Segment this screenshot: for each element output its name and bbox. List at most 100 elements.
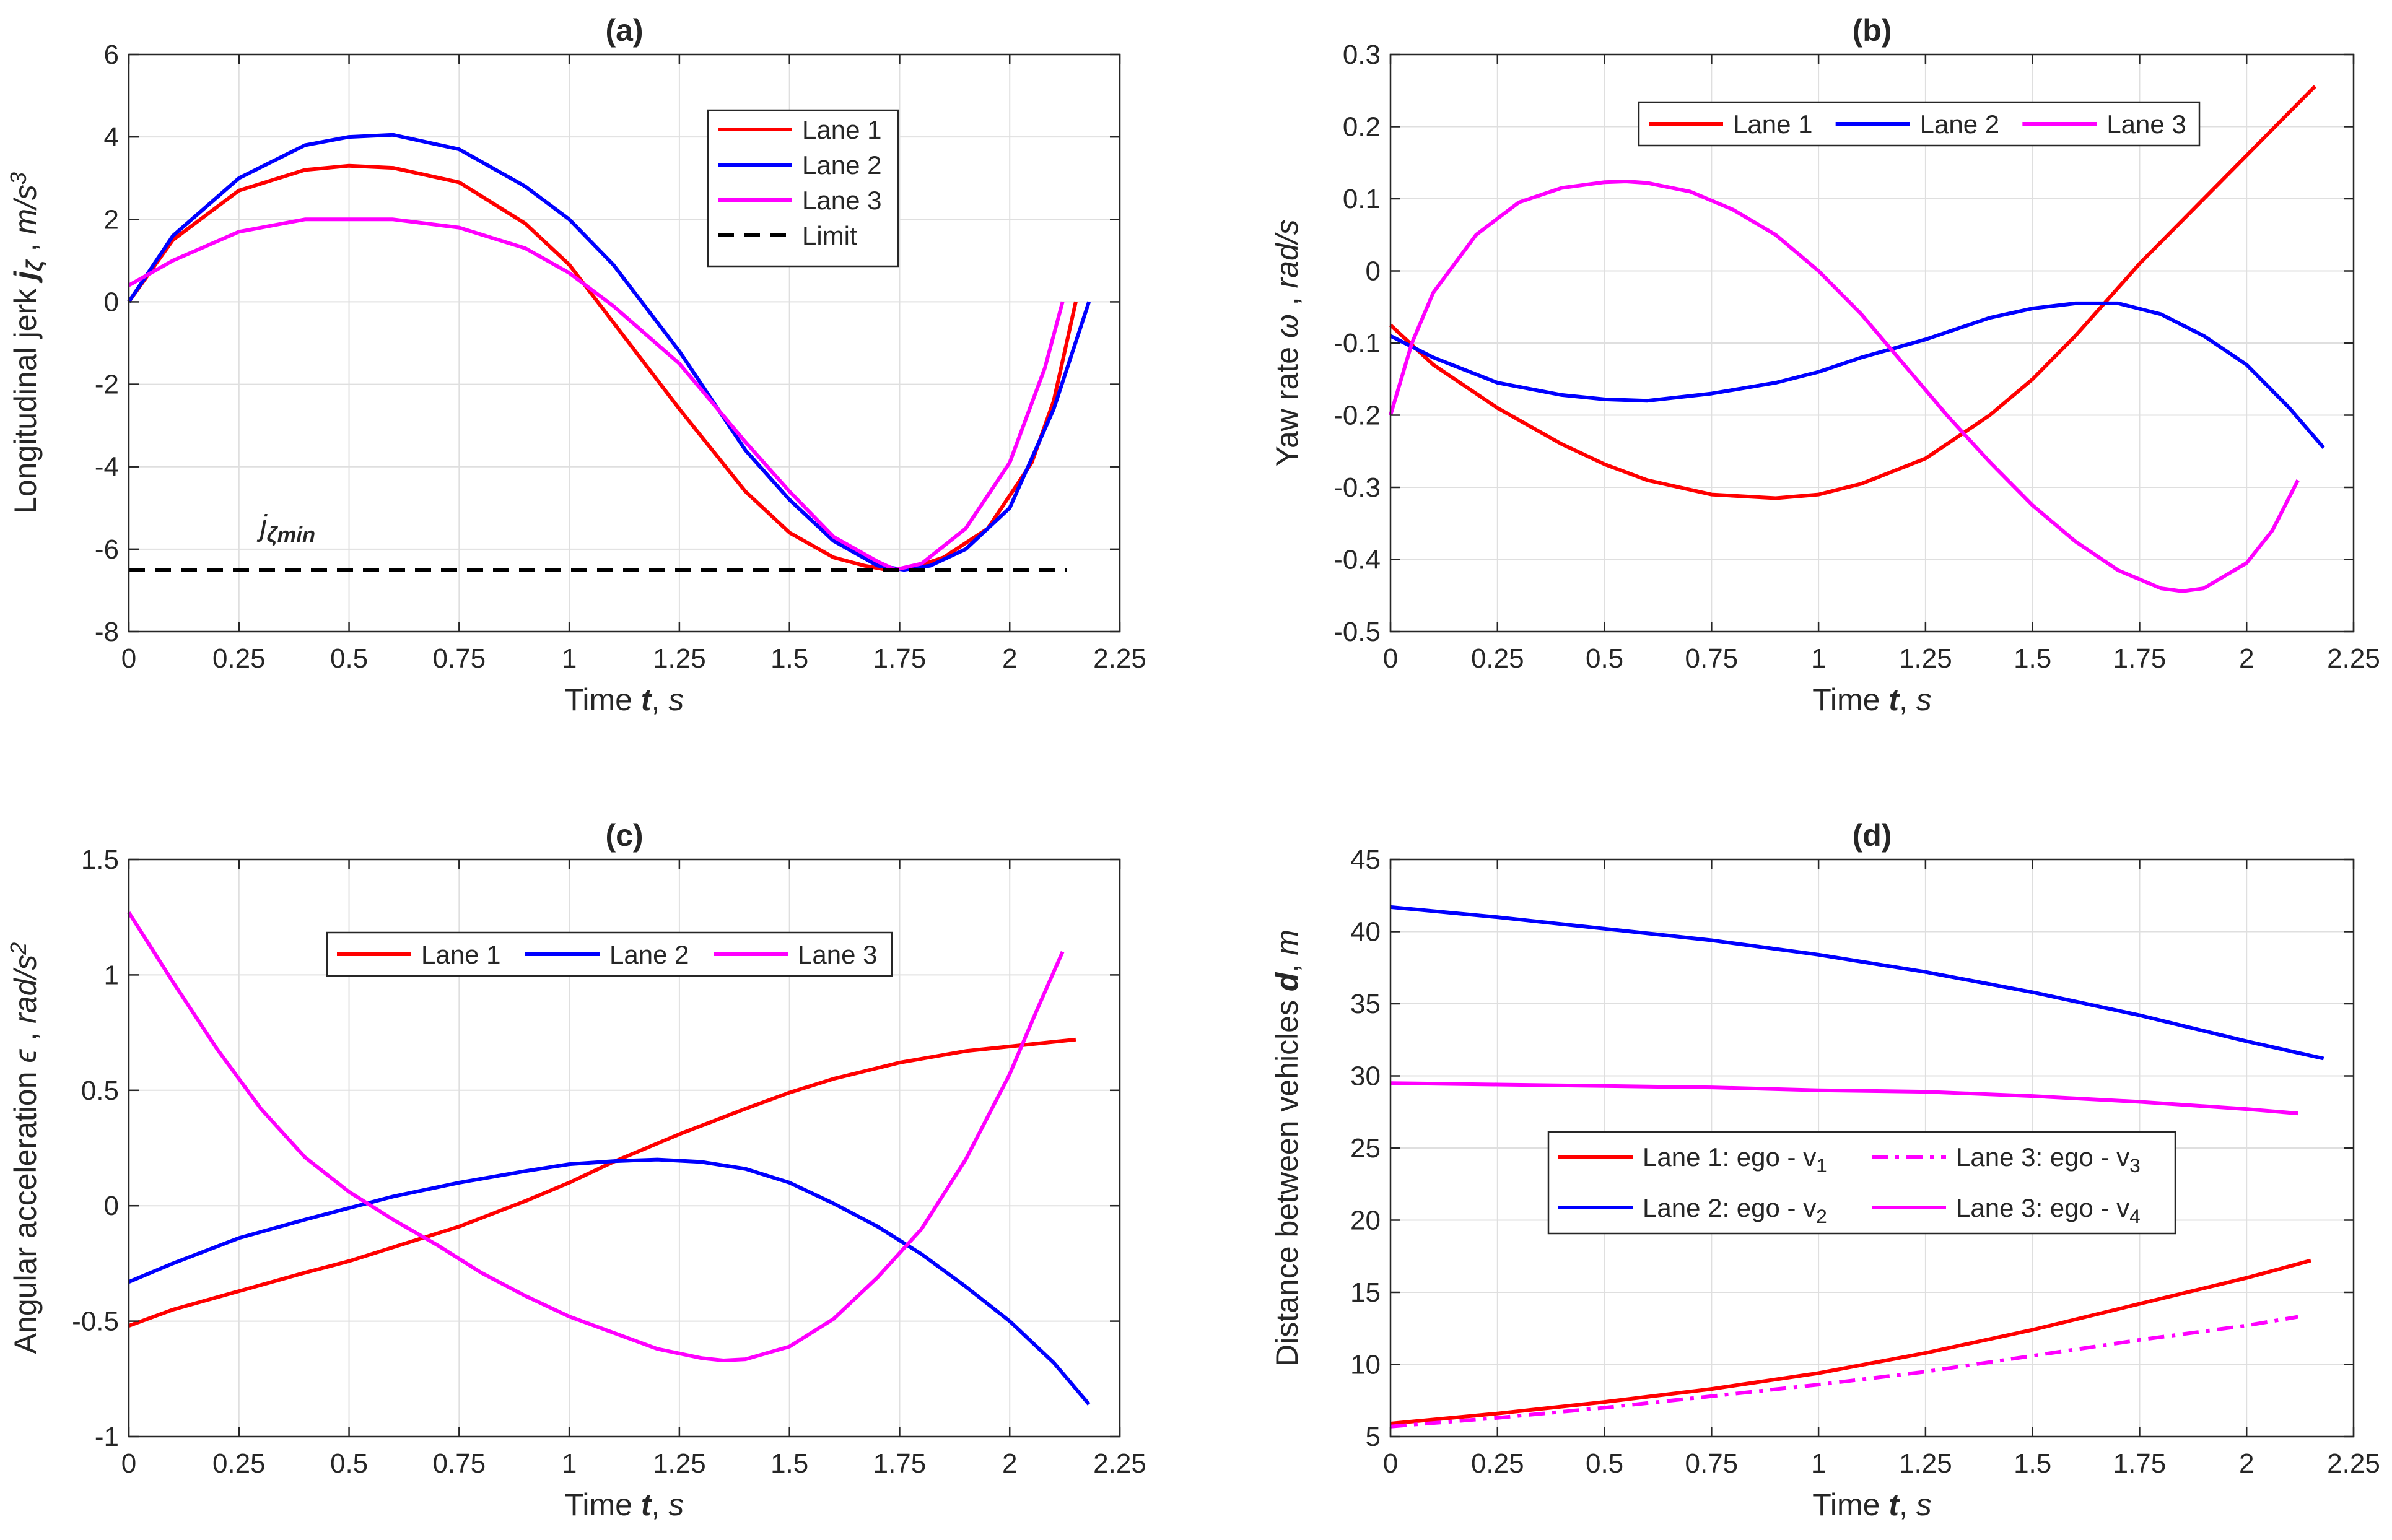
series-line-1 — [127, 163, 1078, 572]
legend-label-text: Limit — [802, 221, 857, 250]
y-tick-label: -0.3 — [1333, 472, 1381, 503]
series-line-3 — [127, 911, 1065, 1362]
y-tick-label: 0.2 — [1343, 112, 1381, 142]
y-axis-label: Yaw rate ω , rad/s — [1270, 219, 1304, 466]
x-axis-label-part: Time — [1812, 1487, 1888, 1522]
legend-label: Lane 3: ego - v4 — [1956, 1193, 2141, 1227]
legend-label-text: Lane 2 — [1920, 110, 1999, 139]
panel-a: 0 0.25 0.5 0.75 1 1.25 1.5 1.75 2 2.25 -8 -6 -4 -2 0 2 4… — [6, 13, 1146, 717]
legend-label-text: Lane 1: ego - v — [1643, 1142, 1816, 1172]
legend-box — [707, 109, 899, 268]
y-tick-label: 5 — [1366, 1422, 1381, 1452]
y-axis-label: Angular acceleration ϵ , rad/s2 — [6, 942, 43, 1354]
x-tick-label: 0.25 — [212, 643, 266, 674]
y-tick-label: 0 — [1366, 256, 1381, 287]
y-tick-label: -0.2 — [1333, 401, 1381, 431]
x-tick-label: 0 — [1383, 1448, 1398, 1479]
x-tick-label: 0.5 — [1586, 1448, 1623, 1479]
x-tick-label: 1 — [1811, 1448, 1826, 1479]
series-line-3 — [128, 217, 1065, 572]
series-line-4 — [1390, 1081, 2298, 1116]
y-tick-label: 0.1 — [1343, 184, 1381, 214]
x-axis-label: Time t, s — [565, 1487, 684, 1522]
x-tick-label: 1.75 — [873, 1448, 927, 1479]
x-tick-label: 1.5 — [770, 1448, 808, 1479]
y-axis-label: Longitudinal jerk jζ , m/s3 — [6, 172, 47, 514]
x-tick-label: 1.75 — [2113, 1448, 2167, 1479]
y-axis-label-part: , — [1270, 955, 1304, 973]
x-tick-label: 1.5 — [770, 643, 808, 674]
y-axis-label-part: Yaw rate — [1270, 338, 1304, 467]
series-line-3 — [1389, 180, 2300, 593]
x-tick-label: 1.25 — [653, 1448, 706, 1479]
y-axis-label-part: Angular acceleration — [8, 1063, 43, 1354]
y-tick-label: -6 — [95, 534, 119, 565]
x-axis-label-part: s — [1916, 682, 1932, 717]
panel-title: (c) — [605, 818, 643, 853]
x-tick-label: 1.25 — [1899, 643, 1952, 674]
x-tick-label: 1 — [1811, 643, 1826, 674]
y-tick-label: -0.1 — [1333, 328, 1381, 359]
y-axis-label-part: Longitudinal jerk — [8, 280, 43, 514]
x-tick-label: 1.5 — [2014, 1448, 2051, 1479]
y-tick-label: 0.3 — [1343, 40, 1381, 70]
y-tick-label: 25 — [1350, 1133, 1381, 1164]
y-tick-label: 35 — [1350, 989, 1381, 1019]
series-line-1 — [1389, 85, 2316, 500]
y-axis-label-part: ϵ — [8, 1049, 43, 1063]
y-axis-label-part: d — [1270, 972, 1304, 991]
y-tick-label: 0 — [104, 1191, 119, 1221]
legend-label-text: Lane 2: ego - v — [1643, 1193, 1816, 1222]
x-tick-label: 2.25 — [1093, 1448, 1146, 1479]
y-axis-label-part: 3 — [6, 172, 31, 185]
y-tick-label: -1 — [95, 1422, 119, 1452]
x-axis-label-part: s — [668, 682, 684, 717]
y-axis-label: Distance between vehicles d, m — [1270, 929, 1304, 1367]
legend-label-sub: 2 — [1816, 1205, 1827, 1227]
series-line-3 — [1390, 1315, 2298, 1429]
legend-label-sub: 1 — [1816, 1154, 1827, 1177]
legend: Lane 1 Lane 2 Lane 3 Limit — [707, 109, 899, 268]
x-tick-label: 2 — [1002, 643, 1017, 674]
x-axis-label-part: s — [668, 1487, 684, 1522]
x-axis-label-part: t — [641, 682, 653, 717]
y-axis-label-part: 2 — [6, 942, 31, 955]
panel-b: 0 0.25 0.5 0.75 1 1.25 1.5 1.75 2 2.25 -0.5 -0.4 -0.… — [1270, 13, 2380, 717]
y-tick-label: 4 — [104, 122, 119, 152]
x-tick-label: 2 — [2239, 1448, 2254, 1479]
x-tick-label: 0.5 — [1586, 643, 1623, 674]
x-axis-label-part: Time — [1812, 682, 1888, 717]
legend: Lane 1 Lane 2 Lane 3 — [1638, 101, 2201, 147]
x-axis-label-part: t — [1888, 1487, 1900, 1522]
x-axis-label-part: Time — [565, 1487, 641, 1522]
y-axis-label-part: , — [8, 1024, 43, 1050]
panel-title: (d) — [1853, 818, 1892, 853]
series-line-2 — [1389, 301, 2325, 449]
legend: Lane 1 Lane 2 Lane 3 — [326, 931, 893, 977]
x-axis-label-part: , — [652, 682, 669, 717]
y-tick-label: -4 — [95, 452, 119, 482]
legend-label-sub: 4 — [2129, 1205, 2141, 1227]
legend-label-text: Lane 1 — [802, 115, 881, 144]
x-tick-label: 2.25 — [1093, 643, 1146, 674]
x-tick-label: 1.75 — [873, 643, 927, 674]
x-tick-label: 0.75 — [1685, 643, 1739, 674]
x-axis-label-part: Time — [565, 682, 641, 717]
x-tick-label: 0.25 — [1471, 1448, 1524, 1479]
legend-label: Limit — [802, 221, 857, 250]
y-tick-label: 30 — [1350, 1061, 1381, 1092]
y-axis-label-part: ζ — [22, 259, 47, 271]
panel-d: 0 0.25 0.5 0.75 1 1.25 1.5 1.75 2 2.25 5 10 15 20 25 30… — [1270, 818, 2380, 1522]
y-axis-label-part: , — [1270, 289, 1304, 315]
x-axis-label: Time t, s — [565, 682, 684, 717]
y-axis-label-part: rad/s — [8, 955, 43, 1024]
y-tick-label: 2 — [104, 204, 119, 235]
legend-label-text: Lane 1 — [421, 940, 500, 969]
y-axis-label-part: ω — [1270, 314, 1304, 338]
legend-label-text: Lane 1 — [1733, 110, 1812, 139]
legend-label: Lane 2 — [609, 940, 689, 969]
axes-frame — [128, 53, 1121, 633]
x-tick-label: 1 — [562, 1448, 577, 1479]
